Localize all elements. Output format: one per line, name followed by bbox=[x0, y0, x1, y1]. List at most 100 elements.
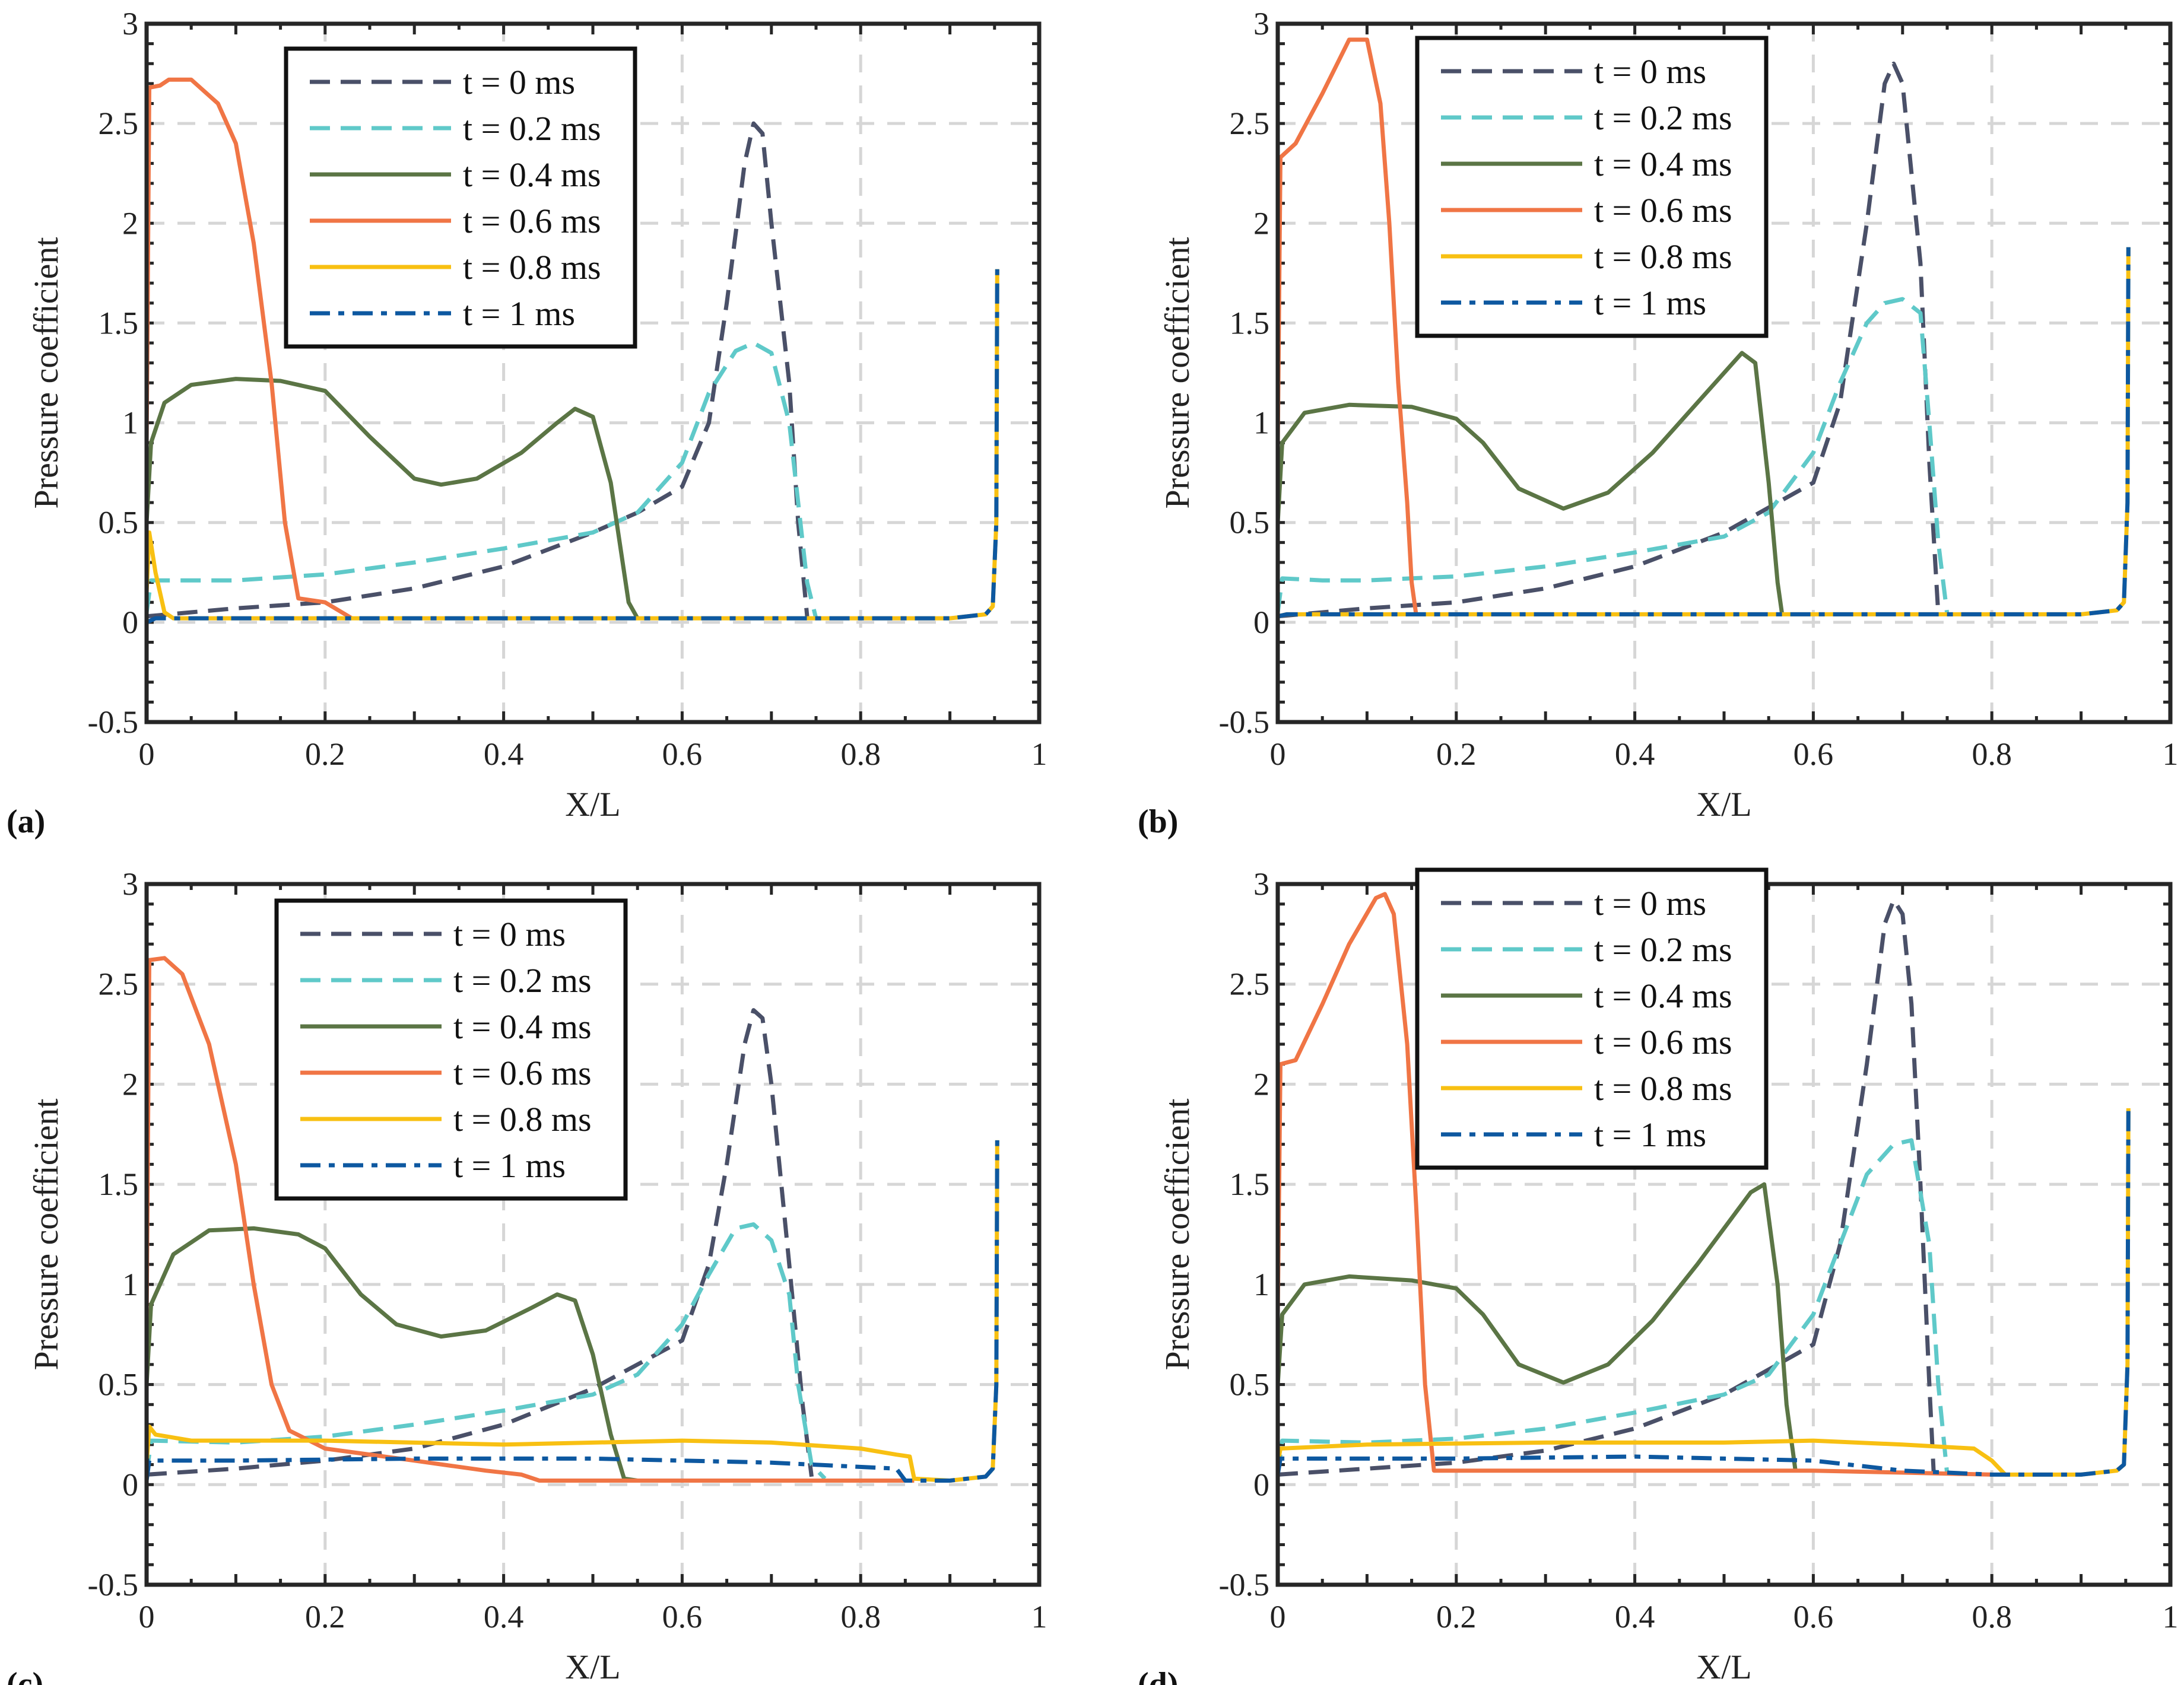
x-tick-label: 0.8 bbox=[1972, 1599, 2012, 1635]
legend-entry: t = 0.2 ms bbox=[1594, 98, 1732, 137]
x-tick-label: 0.4 bbox=[484, 1599, 524, 1635]
legend-entry: t = 0.6 ms bbox=[453, 1054, 592, 1092]
y-tick-label: 1 bbox=[122, 1267, 138, 1302]
series-line-t06 bbox=[144, 956, 915, 1483]
y-tick-label: 0.5 bbox=[1230, 1367, 1270, 1403]
y-axis-label: Pressure coefficient bbox=[1158, 237, 1196, 509]
axes-frame bbox=[144, 21, 1042, 724]
legend-entry: t = 1 ms bbox=[1594, 284, 1706, 322]
legend: t = 0 ms t = 0.2 ms t = 0.4 ms t = 0.6 ms t … bbox=[274, 898, 628, 1201]
series-line-t0 bbox=[1277, 898, 1936, 1477]
series-line-t0 bbox=[1277, 61, 1941, 619]
panel-d: 0 0.2 0.4 0.6 0.8 1-0.500.511.522.53X/LPressu… bbox=[1138, 866, 2179, 1685]
legend-entry: t = 1 ms bbox=[1594, 1115, 1706, 1154]
legend-entry: t = 0.6 ms bbox=[463, 202, 601, 240]
y-tick-label: 1.5 bbox=[99, 305, 139, 341]
y-tick-label: 3 bbox=[1253, 6, 1269, 42]
legend-box bbox=[1415, 36, 1769, 338]
y-tick-label: -0.5 bbox=[1219, 704, 1269, 740]
panel-label: (c) bbox=[7, 1666, 43, 1685]
x-tick-label: 1 bbox=[2163, 1599, 2179, 1635]
series-line-t04 bbox=[144, 1226, 638, 1483]
series-line-t0 bbox=[146, 121, 810, 619]
y-tick-label: 1.5 bbox=[99, 1166, 139, 1202]
y-tick-label: 2 bbox=[1253, 1066, 1269, 1102]
y-axis-label: Pressure coefficient bbox=[27, 1099, 65, 1371]
legend-entry: t = 0 ms bbox=[463, 63, 575, 101]
x-tick-label: 0 bbox=[139, 1599, 155, 1635]
y-tick-label: 0.5 bbox=[99, 1367, 139, 1403]
x-tick-label: 0.8 bbox=[840, 736, 881, 772]
x-tick-label: 0.6 bbox=[662, 736, 703, 772]
legend-entry: t = 0.2 ms bbox=[453, 961, 592, 1000]
series-line-t06 bbox=[1275, 37, 1418, 615]
legend: t = 0 ms t = 0.2 ms t = 0.4 ms t = 0.6 ms t … bbox=[1415, 867, 1769, 1170]
legend-entry: t = 0.2 ms bbox=[463, 109, 601, 148]
x-tick-label: 0.2 bbox=[1436, 736, 1477, 772]
x-tick-label: 0.4 bbox=[1615, 736, 1655, 772]
x-axis-label: X/L bbox=[1696, 1648, 1751, 1685]
panel-c: 0 0.2 0.4 0.6 0.8 1-0.500.511.522.53X/LPressu… bbox=[7, 866, 1047, 1685]
y-tick-label: 2.5 bbox=[1230, 967, 1270, 1002]
y-tick-label: 0 bbox=[122, 605, 138, 640]
x-tick-label: 0.6 bbox=[1793, 1599, 1834, 1635]
series-line-t1 bbox=[144, 1140, 999, 1483]
series-line-t04 bbox=[1275, 351, 1785, 615]
y-tick-label: 2.5 bbox=[99, 106, 139, 141]
panel-label: (a) bbox=[7, 803, 45, 840]
legend-entry: t = 0 ms bbox=[1594, 52, 1706, 91]
y-tick-label: 1.5 bbox=[1230, 1166, 1270, 1202]
y-tick-label: 3 bbox=[1253, 866, 1269, 902]
x-tick-label: 0 bbox=[139, 736, 155, 772]
legend-entry: t = 0.4 ms bbox=[1594, 145, 1732, 183]
x-tick-label: 0.2 bbox=[305, 736, 345, 772]
x-tick-label: 0.4 bbox=[484, 736, 524, 772]
series-line-t06 bbox=[1275, 892, 1992, 1477]
panel-label: (b) bbox=[1138, 803, 1178, 840]
y-tick-label: 3 bbox=[122, 6, 138, 42]
y-tick-label: 2 bbox=[122, 205, 138, 241]
series-line-t1 bbox=[1277, 247, 2131, 619]
legend-entry: t = 0.8 ms bbox=[1594, 1069, 1732, 1108]
series-line-t04 bbox=[144, 377, 640, 619]
x-tick-label: 0.4 bbox=[1615, 1599, 1655, 1635]
y-tick-label: 3 bbox=[122, 866, 138, 902]
x-axis-label: X/L bbox=[565, 1648, 620, 1685]
series-line-t1 bbox=[1275, 1108, 2131, 1477]
x-axis-label: X/L bbox=[1696, 785, 1751, 824]
x-tick-label: 0.8 bbox=[1972, 736, 2012, 772]
legend-entry: t = 0.8 ms bbox=[453, 1100, 592, 1139]
series-line-t02 bbox=[1275, 297, 1950, 615]
y-tick-label: 1 bbox=[122, 405, 138, 441]
series-line-t04 bbox=[1275, 1182, 1798, 1471]
legend-box bbox=[274, 898, 628, 1201]
y-tick-label: 0.5 bbox=[99, 505, 139, 541]
series-line-t06 bbox=[144, 77, 353, 621]
legend: t = 0 ms t = 0.2 ms t = 0.4 ms t = 0.6 ms t … bbox=[284, 46, 637, 349]
y-tick-label: 0 bbox=[122, 1467, 138, 1502]
y-tick-label: 0 bbox=[1253, 605, 1269, 640]
legend-entry: t = 0.2 ms bbox=[1594, 930, 1732, 969]
legend-entry: t = 0.4 ms bbox=[1594, 977, 1732, 1015]
legend-entry: t = 0.4 ms bbox=[463, 155, 601, 194]
y-tick-label: 2.5 bbox=[1230, 106, 1270, 141]
y-tick-label: 2 bbox=[122, 1066, 138, 1102]
legend: t = 0 ms t = 0.2 ms t = 0.4 ms t = 0.6 ms t … bbox=[1415, 36, 1769, 338]
x-tick-label: 0 bbox=[1270, 736, 1286, 772]
x-tick-label: 1 bbox=[1031, 736, 1047, 772]
legend-box bbox=[284, 46, 637, 349]
legend-entry: t = 0.8 ms bbox=[1594, 237, 1732, 276]
axes-frame bbox=[144, 882, 1042, 1587]
panel-a: 0 0.2 0.4 0.6 0.8 1-0.500.511.522.53X/LPressu… bbox=[7, 6, 1047, 840]
panel-b: 0 0.2 0.4 0.6 0.8 1-0.500.511.522.53X/LPressu… bbox=[1138, 6, 2179, 840]
y-tick-label: 0.5 bbox=[1230, 505, 1270, 541]
y-tick-label: 2 bbox=[1253, 205, 1269, 241]
x-tick-label: 0.8 bbox=[840, 1599, 881, 1635]
series-line-t02 bbox=[144, 1222, 827, 1480]
y-tick-label: -0.5 bbox=[88, 704, 138, 740]
legend-entry: t = 0.8 ms bbox=[463, 248, 601, 287]
y-axis-label: Pressure coefficient bbox=[1158, 1099, 1196, 1371]
y-tick-label: 1.5 bbox=[1230, 305, 1270, 341]
x-tick-label: 0 bbox=[1270, 1599, 1286, 1635]
x-tick-label: 0.2 bbox=[1436, 1599, 1477, 1635]
